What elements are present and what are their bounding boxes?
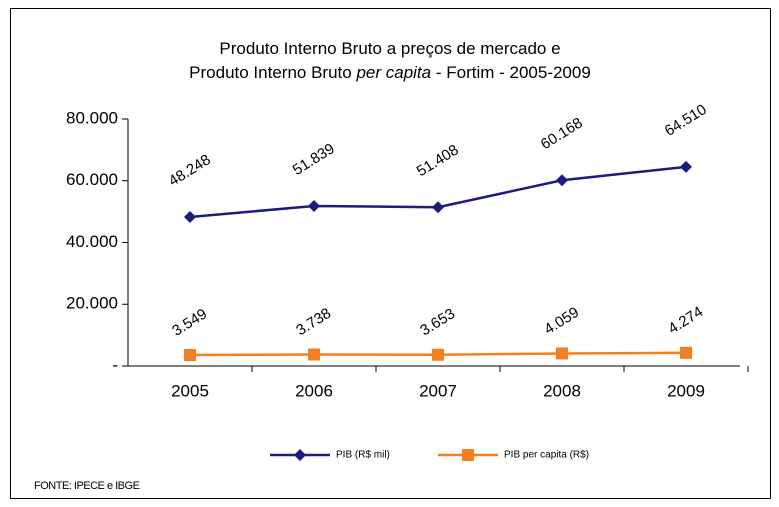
y-tick-label: - [112,355,118,374]
title-part: Produto Interno Bruto [189,63,356,82]
y-tick-label: 20.000 [66,294,118,313]
y-tick-label: 80.000 [66,108,118,127]
chart-border [10,8,771,499]
data-point [308,348,320,361]
data-point [680,346,692,359]
data-point [432,348,444,361]
data-point [432,201,444,214]
legend-marker [294,449,306,461]
chart-title: Produto Interno Bruto a preços de mercad… [219,39,560,58]
data-point [184,349,196,362]
x-tick-label: 2007 [419,381,457,400]
x-tick-label: 2009 [667,381,705,400]
data-point [184,211,196,224]
data-point [556,347,568,360]
legend-marker [462,449,474,461]
chart-title: Produto Interno Bruto per capita - Forti… [189,63,591,82]
legend-label: PIB per capita (R$) [504,450,589,461]
title-part: Produto Interno Bruto a preços de mercad… [219,39,560,58]
source-note: FONTE: IPECE e IBGE [34,480,140,492]
title-part: per capita [355,63,431,82]
data-point [556,174,568,187]
y-tick-label: 40.000 [66,232,118,251]
data-point [680,160,692,173]
x-tick-label: 2006 [295,381,333,400]
legend-label: PIB (R$ mil) [336,450,390,461]
x-tick-label: 2008 [543,381,581,400]
x-tick-label: 2005 [171,381,209,400]
data-point [308,199,320,212]
y-tick-label: 60.000 [66,170,118,189]
title-part: - Fortim - 2005-2009 [431,63,591,82]
